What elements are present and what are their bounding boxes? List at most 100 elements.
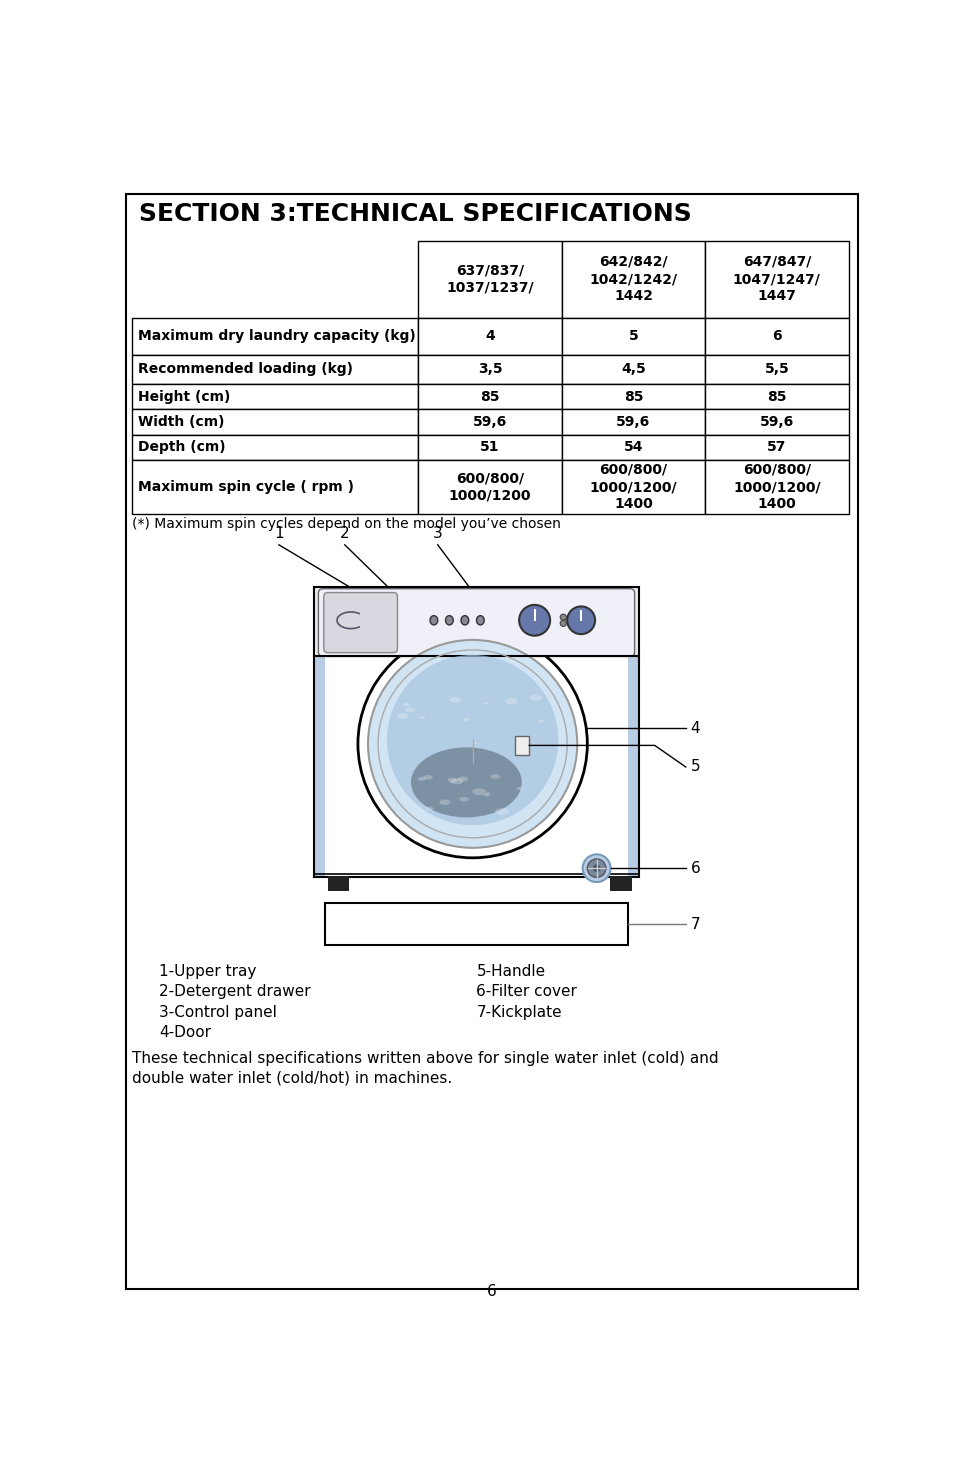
Text: 647/847/
1047/1247/
1447: 647/847/ 1047/1247/ 1447 [732, 255, 821, 303]
Ellipse shape [463, 717, 469, 722]
Ellipse shape [445, 616, 453, 625]
Circle shape [588, 859, 606, 878]
Text: 59,6: 59,6 [473, 415, 507, 429]
Text: 6: 6 [772, 328, 781, 343]
Text: 6-Filter cover: 6-Filter cover [476, 984, 577, 1000]
Bar [610, 876, 632, 891]
Text: These technical specifications written above for single water inlet (cold) and
d: These technical specifications written a… [132, 1050, 718, 1086]
Circle shape [561, 620, 566, 626]
Bar [132, 460, 419, 514]
Ellipse shape [411, 747, 522, 818]
Bar [562, 435, 706, 460]
Text: 7: 7 [690, 916, 700, 931]
Text: 51: 51 [480, 440, 500, 454]
Text: 4-Door: 4-Door [158, 1025, 211, 1040]
Ellipse shape [449, 697, 461, 703]
Bar [132, 384, 419, 409]
Text: 5-Handle: 5-Handle [476, 965, 545, 980]
Bar [562, 240, 706, 318]
Ellipse shape [451, 778, 463, 785]
Text: 600/800/
1000/1200/
1400: 600/800/ 1000/1200/ 1400 [733, 463, 821, 511]
Text: 3: 3 [433, 526, 443, 541]
Bar [132, 409, 419, 435]
Text: 2-Detergent drawer: 2-Detergent drawer [158, 984, 310, 1000]
Text: 6: 6 [487, 1284, 497, 1299]
Ellipse shape [485, 792, 491, 795]
Text: 59,6: 59,6 [616, 415, 651, 429]
Bar [419, 240, 562, 318]
Bar [132, 355, 419, 384]
Text: 642/842/
1042/1242/
1442: 642/842/ 1042/1242/ 1442 [589, 255, 678, 303]
Ellipse shape [387, 655, 559, 825]
Text: 2: 2 [340, 526, 349, 541]
Bar [706, 355, 849, 384]
Ellipse shape [420, 716, 424, 719]
Ellipse shape [426, 807, 434, 810]
Bar [706, 384, 849, 409]
Ellipse shape [458, 776, 468, 782]
Bar [629, 657, 639, 878]
Text: 600/800/
1000/1200: 600/800/ 1000/1200 [449, 471, 531, 502]
Text: Recommended loading (kg): Recommended loading (kg) [138, 362, 353, 376]
Bar [706, 318, 849, 355]
Ellipse shape [403, 703, 411, 707]
Ellipse shape [495, 809, 509, 815]
FancyBboxPatch shape [319, 589, 635, 657]
Text: 85: 85 [480, 389, 500, 404]
Bar [315, 588, 638, 655]
Ellipse shape [430, 616, 438, 625]
Circle shape [592, 865, 601, 872]
Text: 5,5: 5,5 [764, 362, 789, 376]
Text: 85: 85 [624, 389, 643, 404]
Text: 5: 5 [629, 328, 638, 343]
Text: 5: 5 [690, 760, 700, 775]
Text: 4,5: 4,5 [621, 362, 646, 376]
Ellipse shape [405, 707, 416, 713]
Text: 54: 54 [624, 440, 643, 454]
Text: 4: 4 [485, 328, 495, 343]
Bar [419, 384, 562, 409]
Bar [562, 409, 706, 435]
Text: 600/800/
1000/1200/
1400: 600/800/ 1000/1200/ 1400 [589, 463, 677, 511]
Text: Maximum spin cycle ( rpm ): Maximum spin cycle ( rpm ) [138, 480, 354, 493]
Bar [132, 318, 419, 355]
Ellipse shape [461, 616, 468, 625]
Ellipse shape [418, 776, 426, 781]
Text: 59,6: 59,6 [759, 415, 794, 429]
Bar [706, 435, 849, 460]
Text: Depth (cm): Depth (cm) [138, 440, 226, 454]
Ellipse shape [447, 778, 457, 782]
Text: 6: 6 [690, 860, 700, 876]
Ellipse shape [460, 797, 468, 801]
Circle shape [358, 630, 588, 857]
Text: 85: 85 [767, 389, 786, 404]
Circle shape [567, 607, 595, 635]
Text: Width (cm): Width (cm) [138, 415, 225, 429]
Bar [327, 876, 349, 891]
Bar [516, 736, 529, 754]
Bar [706, 409, 849, 435]
Text: 7-Kickplate: 7-Kickplate [476, 1005, 563, 1019]
Bar [419, 318, 562, 355]
Text: Height (cm): Height (cm) [138, 389, 230, 404]
Bar [419, 435, 562, 460]
Ellipse shape [476, 616, 484, 625]
Bar [419, 460, 562, 514]
Ellipse shape [530, 695, 542, 701]
Circle shape [583, 854, 611, 882]
Text: 637/837/
1037/1237/: 637/837/ 1037/1237/ [446, 264, 534, 295]
Circle shape [519, 605, 550, 636]
Bar [562, 318, 706, 355]
Text: 1: 1 [274, 526, 284, 541]
Text: SECTION 3:TECHNICAL SPECIFICATIONS: SECTION 3:TECHNICAL SPECIFICATIONS [139, 202, 692, 227]
Bar [314, 588, 639, 878]
Bar [562, 384, 706, 409]
Bar [706, 240, 849, 318]
Text: 3,5: 3,5 [478, 362, 502, 376]
Ellipse shape [472, 788, 486, 795]
Text: 1-Upper tray: 1-Upper tray [158, 965, 256, 980]
Bar [132, 435, 419, 460]
Ellipse shape [484, 701, 490, 704]
Bar [562, 460, 706, 514]
Ellipse shape [472, 741, 477, 744]
